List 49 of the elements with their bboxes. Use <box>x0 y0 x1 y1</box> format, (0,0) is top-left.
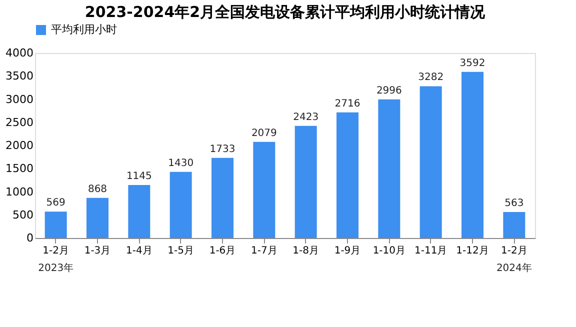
bar <box>86 198 108 238</box>
bar <box>336 112 358 238</box>
data-label: 2079 <box>251 128 277 139</box>
data-label: 1145 <box>126 171 152 182</box>
data-label: 2423 <box>293 112 319 123</box>
data-label: 563 <box>504 198 524 209</box>
x-tick-label: 1-6月 <box>209 246 236 256</box>
data-label: 2996 <box>376 85 402 96</box>
data-label: 2716 <box>334 98 360 110</box>
x-tick-label: 1-7月 <box>250 246 278 256</box>
y-tick-label: 500 <box>12 208 34 222</box>
bar <box>503 212 526 238</box>
bar <box>378 99 400 238</box>
bar <box>128 185 150 238</box>
bar <box>44 212 67 238</box>
x-tick-label: 1-12月 <box>456 246 489 256</box>
chart-title: 2023-2024年2月全国发电设备累计平均利用小时统计情况 <box>84 3 486 21</box>
y-tick-label: 0 <box>26 232 34 244</box>
data-label: 3282 <box>418 72 444 84</box>
data-label: 1733 <box>210 144 236 155</box>
bar <box>253 142 276 238</box>
y-tick-label: 1000 <box>6 185 34 198</box>
bar <box>462 72 484 238</box>
x-tick-label: 1-4月 <box>126 246 152 256</box>
y-tick-label: 1500 <box>6 162 34 176</box>
y-tick-label: 4000 <box>6 46 34 60</box>
data-label: 868 <box>88 184 108 195</box>
y-tick-label: 3500 <box>6 70 34 83</box>
bar <box>212 158 234 238</box>
x-tick-label: 1-3月 <box>84 246 111 256</box>
x-tick-label: 1-9月 <box>334 246 361 256</box>
x-tick-label: 1-10月 <box>372 246 406 256</box>
y-tick-label: 2500 <box>6 116 34 129</box>
x-tick-label: 1-11月 <box>414 246 448 256</box>
text: 2023年 <box>38 262 74 274</box>
x-tick-label: 1-2月 <box>42 246 70 256</box>
text: 2024年 <box>496 262 532 274</box>
bar <box>170 172 192 238</box>
data-label: 1430 <box>168 158 194 169</box>
data-label: 3592 <box>460 58 486 69</box>
y-tick-label: 2000 <box>6 139 34 152</box>
y-tick-label: 3000 <box>6 92 34 106</box>
data-label: 569 <box>46 198 66 209</box>
bar <box>420 86 442 238</box>
x-tick-label: 1-8月 <box>292 246 320 256</box>
legend-label: 平均利用小时 <box>51 23 117 36</box>
bar <box>294 126 317 238</box>
x-tick-label: 1-2月 <box>500 246 528 256</box>
x-tick-label: 1-5月 <box>168 246 194 256</box>
